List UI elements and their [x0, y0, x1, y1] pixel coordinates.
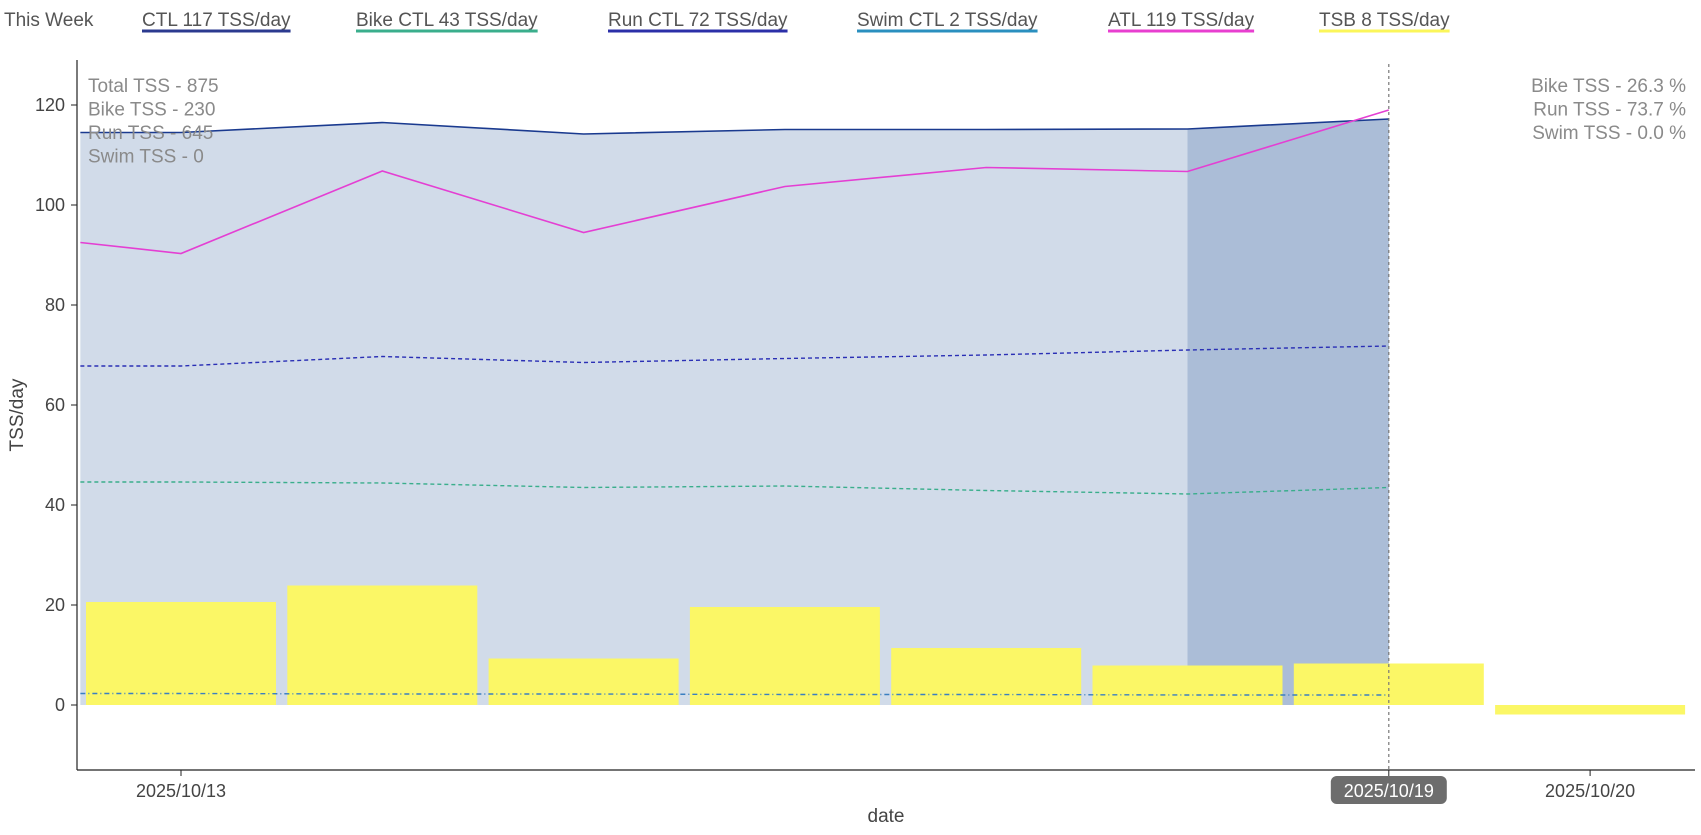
tss-percent-text: Swim TSS - 0.0 % — [1532, 123, 1686, 144]
bike-ctl-line[interactable] — [80, 481, 1389, 495]
legend-item-label[interactable]: Swim CTL 2 TSS/day — [857, 10, 1038, 31]
legend-item-label[interactable]: TSB 8 TSS/day — [1319, 10, 1450, 31]
tsb-bar[interactable] — [287, 585, 478, 706]
tsb-bar[interactable] — [488, 658, 679, 706]
legend-item-label[interactable]: Run CTL 72 TSS/day — [608, 10, 788, 31]
tss-summary-text: Run TSS - 645 — [88, 123, 213, 144]
highlight-band — [1187, 119, 1389, 705]
legend: This Week CTL 117 TSS/day Bike CTL 43 TSS… — [4, 10, 1450, 33]
tss-summary-text: Total TSS - 875 — [88, 76, 219, 97]
legend-item-label[interactable]: Bike CTL 43 TSS/day — [356, 10, 538, 31]
x-tick-label: 2025/10/20 — [1545, 781, 1635, 801]
ctl-line[interactable] — [80, 118, 1389, 135]
run-ctl-line[interactable] — [80, 345, 1389, 367]
plot-area: 0 20 40 60 80 100 120 2025/10/13 2025/10/19 2025/… — [7, 60, 1695, 827]
legend-item-label[interactable]: ATL 119 TSS/day — [1108, 10, 1255, 31]
y-tick-label: 20 — [45, 595, 65, 615]
tss-summary-text: Swim TSS - 0 — [88, 147, 204, 168]
tss-percent-text: Bike TSS - 26.3 % — [1531, 76, 1686, 97]
tsb-bar[interactable] — [689, 607, 880, 705]
y-tick-label: 60 — [45, 395, 65, 415]
x-tick-label: 2025/10/13 — [136, 781, 226, 801]
ctl-area-fill — [80, 119, 1389, 705]
tsb-bar[interactable] — [1495, 705, 1686, 715]
y-tick-label: 40 — [45, 495, 65, 515]
hover-date-label: 2025/10/19 — [1344, 781, 1434, 801]
y-tick-label: 0 — [55, 695, 65, 715]
atl-line[interactable] — [80, 109, 1390, 255]
tss-summary-text: Bike TSS - 230 — [88, 100, 215, 121]
tsb-bar[interactable] — [891, 648, 1082, 705]
tsb-bar[interactable] — [86, 602, 276, 705]
legend-title: This Week — [4, 10, 94, 31]
y-tick-label: 100 — [35, 195, 65, 215]
legend-item-label[interactable]: CTL 117 TSS/day — [142, 10, 291, 31]
y-tick-label: 80 — [45, 295, 65, 315]
swim-ctl-line[interactable] — [80, 692, 1389, 696]
y-axis-title: TSS/day — [7, 378, 28, 451]
tsb-bar[interactable] — [1092, 665, 1283, 706]
hover-date-badge — [1330, 776, 1447, 804]
y-tick-label: 120 — [35, 95, 65, 115]
x-axis-title: date — [868, 806, 905, 827]
tss-percent-text: Run TSS - 73.7 % — [1533, 100, 1686, 121]
